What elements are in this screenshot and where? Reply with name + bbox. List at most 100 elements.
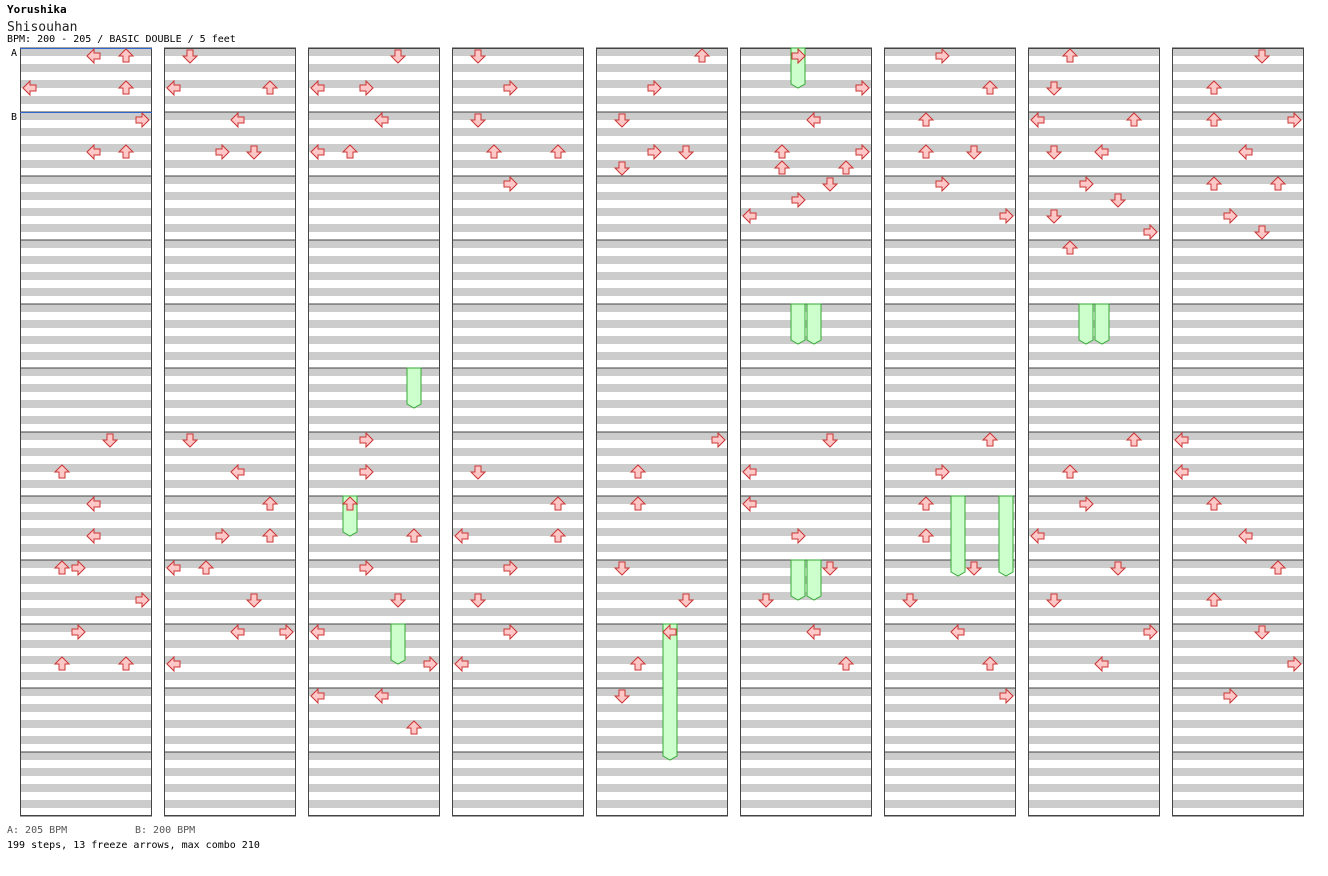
beat-stripe	[740, 80, 872, 88]
column-frame	[740, 48, 872, 816]
beat-stripe	[308, 112, 440, 120]
beat-stripe	[740, 128, 872, 136]
beat-stripe	[1028, 688, 1160, 696]
beat-stripe	[596, 560, 728, 568]
beat-stripe	[596, 512, 728, 520]
beat-stripe	[452, 784, 584, 792]
beat-stripe	[308, 384, 440, 392]
step-arrow-right	[279, 623, 294, 641]
step-arrow-right	[855, 79, 870, 97]
beat-stripe	[1172, 368, 1304, 376]
beat-stripe	[1172, 592, 1304, 600]
beat-stripe	[596, 96, 728, 104]
beat-stripe	[1028, 144, 1160, 152]
beat-stripe	[1172, 256, 1304, 264]
beat-stripe	[308, 224, 440, 232]
step-arrow-right	[215, 527, 230, 545]
beat-stripe	[1172, 160, 1304, 168]
step-arrow-up	[341, 144, 359, 159]
beat-stripe	[452, 544, 584, 552]
step-arrow-right	[791, 191, 806, 209]
beat-stripe	[884, 416, 1016, 424]
beat-stripe	[20, 224, 152, 232]
step-arrow-up	[1205, 80, 1223, 95]
step-arrow-up	[549, 144, 567, 159]
beat-stripe	[452, 144, 584, 152]
beat-stripe	[1028, 464, 1160, 472]
beat-stripe	[20, 624, 152, 632]
beat-stripe	[20, 352, 152, 360]
beat-stripe	[164, 464, 296, 472]
freeze-arrow	[1078, 303, 1094, 345]
beat-stripe	[884, 144, 1016, 152]
beat-stripe	[740, 384, 872, 392]
beat-stripe	[308, 400, 440, 408]
beat-stripe	[1172, 400, 1304, 408]
step-arrow-up	[1125, 112, 1143, 127]
beat-stripe	[1028, 800, 1160, 808]
beat-stripe	[308, 576, 440, 584]
beat-stripe	[740, 560, 872, 568]
chart-stats: 199 steps, 13 freeze arrows, max combo 2…	[7, 840, 260, 851]
beat-stripe	[20, 320, 152, 328]
column-frame	[596, 48, 728, 816]
step-arrow-up	[117, 144, 135, 159]
beat-stripe	[20, 448, 152, 456]
step-arrow-up	[405, 528, 423, 543]
beat-stripe	[20, 336, 152, 344]
beat-stripe	[1172, 336, 1304, 344]
step-arrow-left	[1238, 527, 1253, 545]
beat-stripe	[20, 736, 152, 744]
step-arrow-down	[965, 145, 983, 160]
beat-stripe	[1028, 96, 1160, 104]
beat-stripe	[884, 160, 1016, 168]
step-arrow-down	[245, 145, 263, 160]
step-arrow-up	[117, 80, 135, 95]
step-arrow-up	[117, 656, 135, 671]
beat-stripe	[740, 496, 872, 504]
beat-stripe	[884, 720, 1016, 728]
beat-stripe	[452, 224, 584, 232]
beat-stripe	[1028, 512, 1160, 520]
beat-stripe	[1028, 576, 1160, 584]
beat-stripe	[740, 464, 872, 472]
beat-stripe	[1028, 224, 1160, 232]
step-arrow-down	[1045, 81, 1063, 96]
bpm-a-legend: A: 205 BPM	[7, 825, 68, 836]
beat-stripe	[740, 656, 872, 664]
step-arrow-left	[1030, 111, 1045, 129]
step-arrow-left	[310, 143, 325, 161]
step-arrow-left	[454, 527, 469, 545]
beat-stripe	[1028, 160, 1160, 168]
beat-stripe	[452, 592, 584, 600]
beat-stripe	[20, 64, 152, 72]
beat-stripe	[308, 672, 440, 680]
column-frame	[1028, 48, 1160, 816]
step-arrow-right	[71, 559, 86, 577]
beat-stripe	[20, 160, 152, 168]
step-arrow-down	[1045, 593, 1063, 608]
step-arrow-down	[613, 561, 631, 576]
step-arrow-up	[549, 528, 567, 543]
step-arrow-up	[773, 144, 791, 159]
beat-stripe	[164, 624, 296, 632]
freeze-arrow	[950, 495, 966, 577]
step-arrow-up	[261, 80, 279, 95]
beat-stripe	[596, 192, 728, 200]
beat-stripe	[884, 784, 1016, 792]
step-arrow-up	[1061, 464, 1079, 479]
beat-stripe	[884, 592, 1016, 600]
beat-stripe	[308, 800, 440, 808]
step-arrow-left	[86, 495, 101, 513]
beat-stripe	[1172, 496, 1304, 504]
beat-stripe	[20, 768, 152, 776]
beat-stripe	[164, 112, 296, 120]
step-arrow-down	[821, 561, 839, 576]
beat-stripe	[740, 672, 872, 680]
beat-stripe	[884, 256, 1016, 264]
column-frame	[1172, 48, 1304, 816]
step-arrow-down	[613, 689, 631, 704]
beat-stripe	[308, 480, 440, 488]
beat-stripe	[740, 48, 872, 56]
beat-stripe	[308, 656, 440, 664]
